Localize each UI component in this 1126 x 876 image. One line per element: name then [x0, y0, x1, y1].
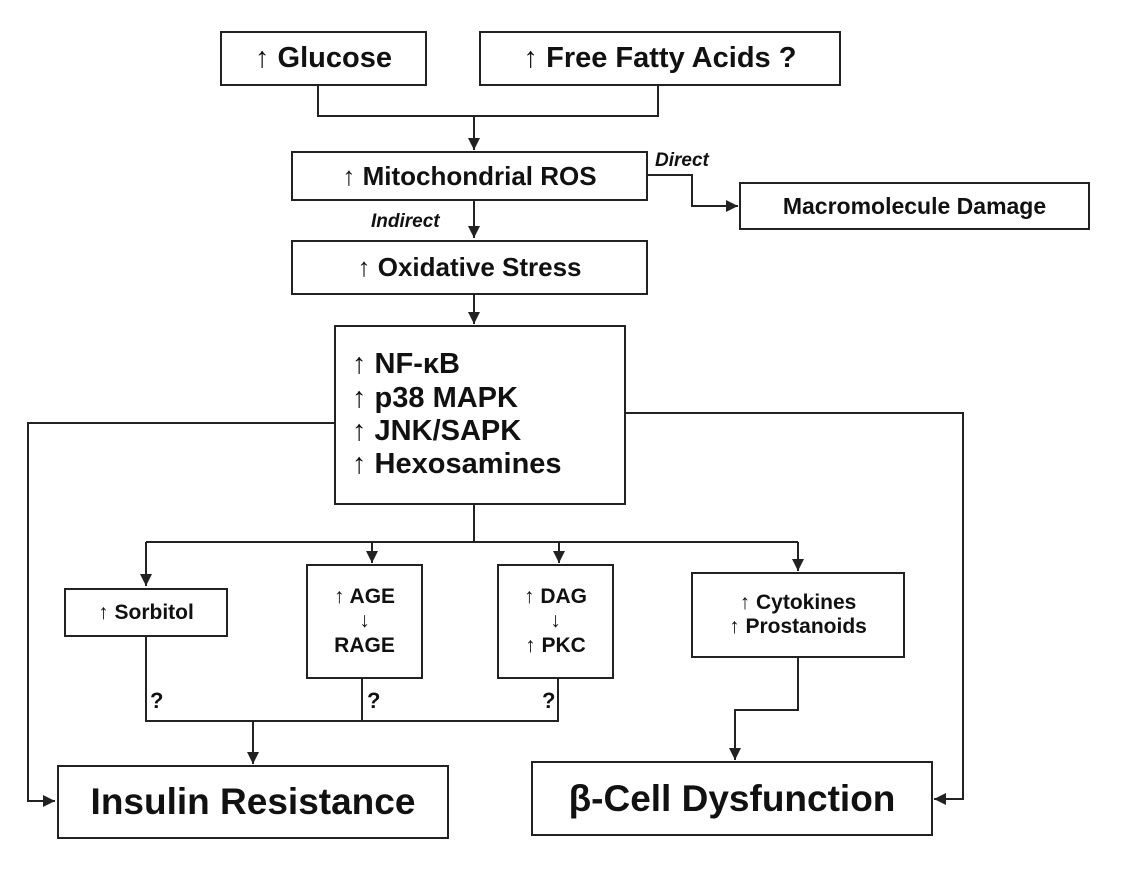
age-uncertain-mark: ? — [367, 688, 381, 713]
sorbitol-label: ↑ Sorbitol — [98, 600, 194, 624]
insulin-resistance-box: Insulin Resistance — [57, 765, 449, 839]
oxidative-stress-label: ↑ Oxidative Stress — [357, 252, 582, 282]
hexosamines-label: ↑ Hexosamines — [352, 448, 562, 481]
edge-glucose-merge — [317, 85, 659, 117]
edge-signaling-insulin — [27, 422, 334, 807]
macromolecule-damage-label: Macromolecule Damage — [782, 192, 1047, 219]
beta-cell-dysfunction-box: β-Cell Dysfunction — [531, 761, 933, 836]
age-label: ↑ AGE — [333, 585, 396, 609]
direct-edge-label: Direct — [655, 150, 709, 171]
rage-label: RAGE — [334, 633, 395, 657]
edge-sorbitol-merge — [145, 637, 559, 722]
glucose-label: ↑ Glucose — [255, 42, 392, 74]
mitochondrial-ros-box: ↑ Mitochondrial ROS — [291, 151, 648, 201]
cytokines-box: ↑ Cytokines ↑ Prostanoids — [691, 572, 905, 658]
insulin-resistance-label: Insulin Resistance — [90, 781, 416, 822]
prostanoids-label: ↑ Prostanoids — [729, 615, 867, 638]
jnk-sapk-label: ↑ JNK/SAPK — [352, 415, 522, 447]
free-fatty-acids-label: ↑ Free Fatty Acids ? — [523, 42, 797, 74]
age-rage-box: ↑ AGE ↓ RAGE — [306, 564, 423, 679]
nf-kb-label: ↑ NF-κB — [352, 348, 460, 381]
sorbitol-uncertain-mark: ? — [150, 688, 164, 713]
dag-label: ↑ DAG — [524, 585, 587, 609]
edge-signaling-beta — [626, 412, 964, 805]
sorbitol-box: ↑ Sorbitol — [64, 588, 228, 637]
mitochondrial-ros-label: ↑ Mitochondrial ROS — [342, 160, 597, 191]
edge-cytokines-beta — [729, 658, 799, 760]
signaling-box: ↑ NF-κB ↑ p38 MAPK ↑ JNK/SAPK ↑ Hexosami… — [334, 325, 626, 505]
macromolecule-damage-box: Macromolecule Damage — [739, 182, 1090, 230]
free-fatty-acids-box: ↑ Free Fatty Acids ? — [479, 31, 841, 86]
age-arrow: ↓ — [359, 609, 370, 633]
pkc-label: ↑ PKC — [525, 633, 586, 657]
indirect-edge-label: Indirect — [371, 211, 440, 232]
p38-mapk-label: ↑ p38 MAPK — [352, 381, 518, 414]
dag-pkc-box: ↑ DAG ↓ ↑ PKC — [497, 564, 614, 679]
oxidative-stress-box: ↑ Oxidative Stress — [291, 240, 648, 295]
glucose-box: ↑ Glucose — [220, 31, 427, 86]
dag-arrow: ↓ — [550, 609, 561, 633]
beta-cell-dysfunction-label: β-Cell Dysfunction — [568, 777, 896, 819]
edge-direct — [648, 174, 738, 212]
dag-uncertain-mark: ? — [542, 688, 556, 713]
cytokines-label: ↑ Cytokines — [739, 590, 857, 614]
